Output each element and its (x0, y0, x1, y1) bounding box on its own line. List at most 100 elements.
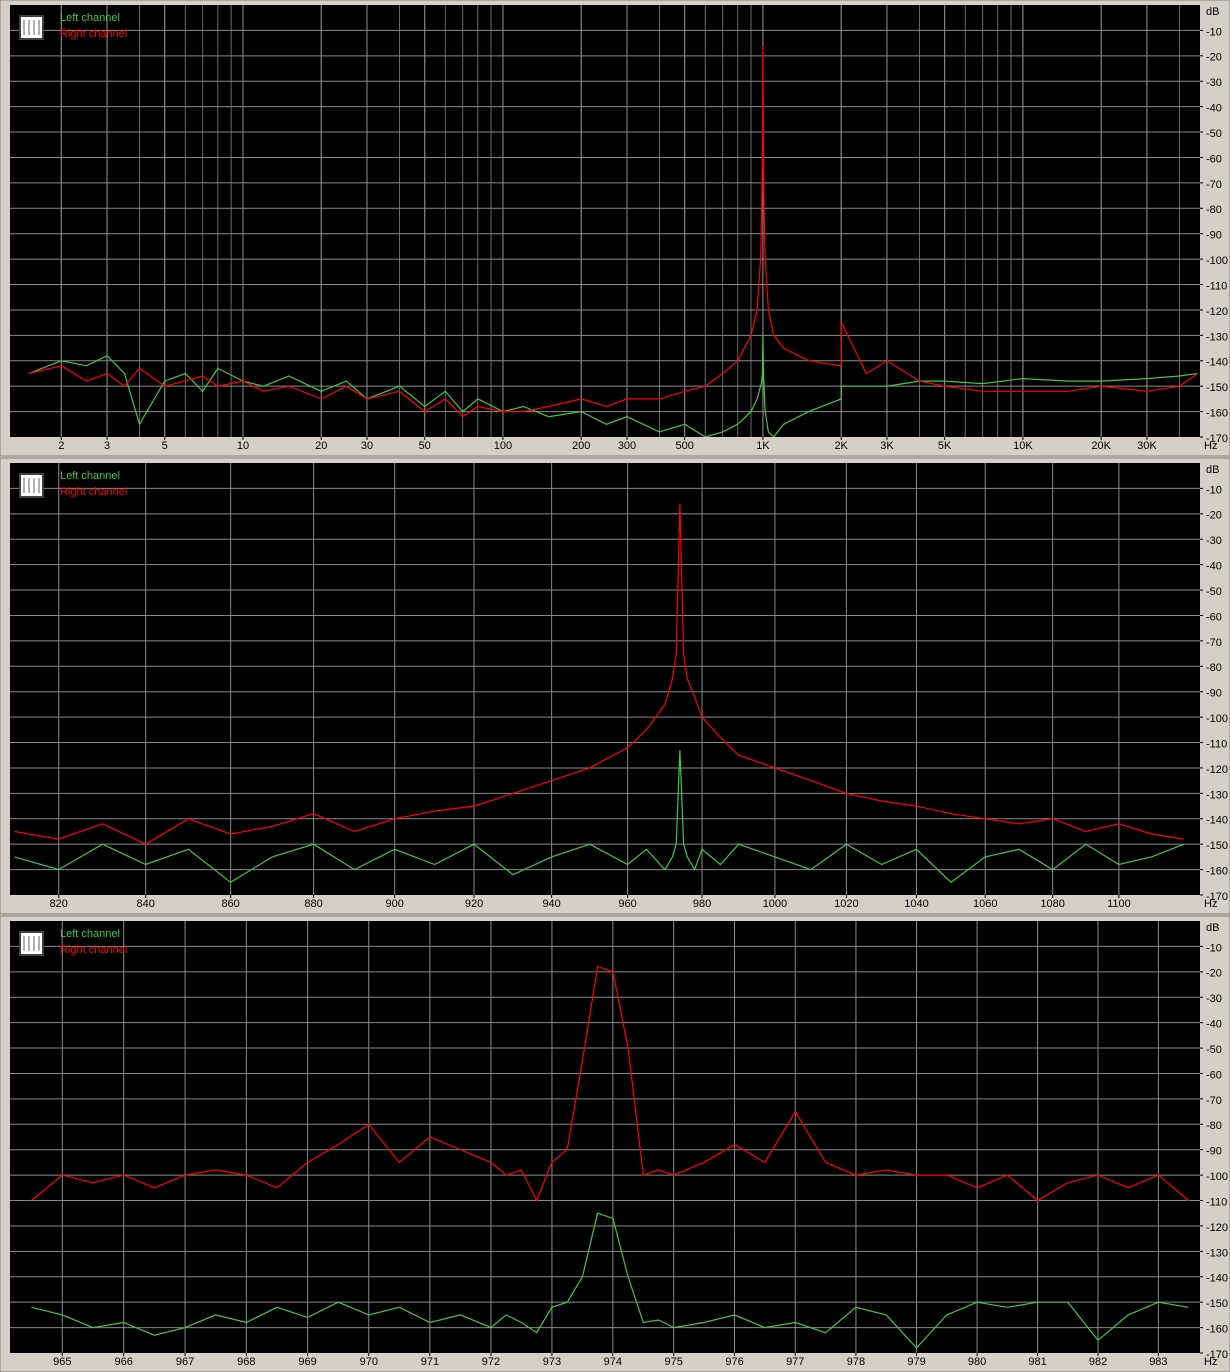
y-unit: dB (1206, 6, 1219, 18)
y-tick-label: -100 (1206, 1171, 1228, 1183)
x-tick-label: 30 (361, 440, 373, 452)
x-tick-label: 5 (162, 440, 168, 452)
x-tick-label: 980 (968, 1356, 986, 1368)
y-tick-label: -10 (1206, 26, 1222, 38)
x-tick-label: 900 (386, 898, 404, 910)
y-tick-label: -140 (1206, 1273, 1228, 1285)
x-tick-label: 20K (1091, 440, 1111, 452)
y-tick-label: -140 (1206, 357, 1228, 369)
x-tick-label: 10K (1013, 440, 1033, 452)
x-tick-label: 1000 (763, 898, 787, 910)
plot-area (10, 921, 1200, 1353)
x-tick-label: 971 (421, 1356, 439, 1368)
x-tick-label: 968 (237, 1356, 255, 1368)
y-tick-label: -60 (1206, 1069, 1222, 1081)
y-tick-label: -40 (1206, 103, 1222, 115)
plot-area (10, 5, 1200, 437)
x-tick-label: 975 (665, 1356, 683, 1368)
x-tick-label: 973 (543, 1356, 561, 1368)
spectrum-line (28, 335, 1198, 437)
x-tick-label: 979 (907, 1356, 925, 1368)
y-tick-label: -130 (1206, 1247, 1228, 1259)
x-tick-label: 300 (618, 440, 636, 452)
plot-area (10, 463, 1200, 895)
spectrum-line (14, 503, 1184, 845)
y-tick-label: -10 (1206, 942, 1222, 954)
x-tick-label: 966 (115, 1356, 133, 1368)
x-tick-label: 2K (834, 440, 848, 452)
y-tick-label: -150 (1206, 382, 1228, 394)
y-tick-label: -40 (1206, 1019, 1222, 1031)
y-tick-label: -100 (1206, 255, 1228, 267)
legend-icon (19, 15, 44, 40)
y-tick-label: -70 (1206, 179, 1222, 191)
x-tick-label: 1K (756, 440, 770, 452)
legend-label: Left channel (60, 928, 120, 940)
y-tick-label: -90 (1206, 688, 1222, 700)
x-tick-label: 983 (1149, 1356, 1167, 1368)
x-tick-label: 1080 (1040, 898, 1064, 910)
x-tick-label: 860 (221, 898, 239, 910)
x-tick-label: 977 (786, 1356, 804, 1368)
x-tick-label: 960 (618, 898, 636, 910)
y-tick-label: -60 (1206, 153, 1222, 165)
x-tick-label: 981 (1028, 1356, 1046, 1368)
x-tick-label: 3K (880, 440, 894, 452)
y-tick-label: -70 (1206, 637, 1222, 649)
x-tick-label: 1020 (834, 898, 858, 910)
x-tick-label: 50 (419, 440, 431, 452)
x-tick-label: 20 (315, 440, 327, 452)
y-tick-label: -30 (1206, 535, 1222, 547)
x-tick-label: 880 (304, 898, 322, 910)
y-tick-label: -110 (1206, 1196, 1227, 1208)
x-tick-label: 920 (465, 898, 483, 910)
x-unit: Hz (1204, 1356, 1217, 1368)
x-tick-label: 5K (938, 440, 952, 452)
x-tick-label: 840 (137, 898, 155, 910)
x-unit: Hz (1204, 440, 1217, 452)
x-tick-label: 972 (482, 1356, 500, 1368)
x-tick-label: 980 (693, 898, 711, 910)
y-tick-label: -20 (1206, 510, 1222, 522)
y-tick-label: -160 (1206, 1323, 1228, 1335)
y-tick-label: -80 (1206, 1120, 1222, 1132)
x-tick-label: 500 (675, 440, 693, 452)
y-tick-label: -30 (1206, 993, 1222, 1005)
x-tick-label: 30K (1137, 440, 1157, 452)
legend-icon (19, 931, 44, 956)
x-tick-label: 200 (572, 440, 590, 452)
y-tick-label: -50 (1206, 1044, 1222, 1056)
y-tick-label: -70 (1206, 1095, 1222, 1107)
legend-icon (19, 473, 44, 498)
y-tick-label: -60 (1206, 611, 1222, 623)
spectrum-line (28, 45, 1198, 418)
x-tick-label: 978 (847, 1356, 865, 1368)
y-tick-label: -40 (1206, 561, 1222, 573)
y-tick-label: -170 (1206, 1349, 1228, 1361)
y-tick-label: -120 (1206, 764, 1228, 776)
x-tick-label: 3 (104, 440, 110, 452)
legend-label: Right channel (60, 28, 127, 40)
spectrum-line (31, 1212, 1189, 1349)
x-tick-label: 940 (542, 898, 560, 910)
y-tick-label: -50 (1206, 128, 1222, 140)
y-tick-label: -50 (1206, 586, 1222, 598)
y-tick-label: -10 (1206, 484, 1222, 496)
y-unit: dB (1206, 464, 1219, 476)
x-tick-label: 820 (50, 898, 68, 910)
x-tick-label: 967 (176, 1356, 194, 1368)
legend-label: Right channel (60, 944, 127, 956)
y-tick-label: -160 (1206, 407, 1228, 419)
y-tick-label: -20 (1206, 968, 1222, 980)
x-tick-label: 970 (360, 1356, 378, 1368)
y-tick-label: -90 (1206, 230, 1222, 242)
y-unit: dB (1206, 922, 1219, 934)
y-tick-label: -30 (1206, 77, 1222, 89)
y-tick-label: -80 (1206, 204, 1222, 216)
spectrum-line (14, 750, 1185, 884)
y-tick-label: -130 (1206, 789, 1228, 801)
x-tick-label: 1100 (1107, 898, 1131, 910)
y-tick-label: -90 (1206, 1146, 1222, 1158)
legend-label: Right channel (60, 486, 127, 498)
